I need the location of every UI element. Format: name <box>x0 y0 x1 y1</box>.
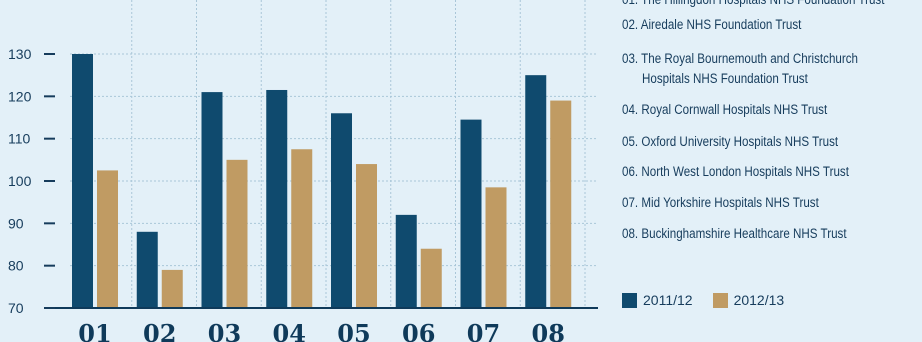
x-tick-label: 02 <box>143 319 176 342</box>
legend-swatch-2011 <box>622 292 637 308</box>
y-tick-label: 90 <box>8 215 24 231</box>
trust-item-03-cont: Hospitals NHS Foundation Trust <box>642 71 808 86</box>
legend-label-2011: 2011/12 <box>643 292 693 308</box>
y-tick-label: 120 <box>8 88 32 104</box>
x-tick-label: 06 <box>402 319 435 342</box>
y-tick-label: 80 <box>8 258 24 274</box>
y-tick-label: 100 <box>8 173 32 189</box>
trust-item-03: 03. The Royal Bournemouth and Christchur… <box>622 51 858 66</box>
x-tick-label: 03 <box>208 319 241 342</box>
bar-chart: 70 80 90 100 110 120 130 01 02 03 04 05 06 07 08 <box>8 0 598 342</box>
trust-item-06: 06. North West London Hospitals NHS Trus… <box>622 164 849 179</box>
legend-item-2012: 2012/13 <box>712 292 785 308</box>
bar-2012-13-03 <box>226 159 248 308</box>
y-tick-label: 110 <box>8 131 31 147</box>
bar-2011-12-03 <box>201 92 223 308</box>
bar-2012-13-08 <box>550 100 572 308</box>
legend-label-2012: 2012/13 <box>733 292 785 308</box>
bar-2011-12-08 <box>525 75 547 309</box>
legend: 2011/12 2012/13 <box>622 292 804 308</box>
y-tick-label: 130 <box>8 46 32 62</box>
x-tick-label: 01 <box>78 319 111 342</box>
bar-2011-12-01 <box>72 54 93 308</box>
bar-2011-12-05 <box>331 113 352 309</box>
trust-item-02: 02. Airedale NHS Foundation Trust <box>622 17 802 32</box>
bar-2012-13-05 <box>356 164 377 308</box>
bar-2011-12-07 <box>460 119 482 308</box>
bar-2012-13-06 <box>420 248 442 308</box>
trust-item-01: 01. The Hillingdon Hospitals NHS Foundat… <box>622 0 884 12</box>
x-tick-label: 08 <box>532 319 565 342</box>
x-tick-label: 05 <box>337 319 370 342</box>
legend-swatch-2012 <box>712 292 728 308</box>
bar-2012-13-01 <box>97 170 118 308</box>
trust-item-08: 08. Buckinghamshire Healthcare NHS Trust <box>622 226 847 241</box>
x-tick-label: 04 <box>273 319 306 342</box>
bar-2012-13-04 <box>291 149 313 308</box>
legend-item-2011: 2011/12 <box>622 292 693 308</box>
bar-2011-12-04 <box>266 89 288 308</box>
legend-panel: 01. The Hillingdon Hospitals NHS Foundat… <box>604 0 922 342</box>
x-tick-label: 07 <box>467 319 500 342</box>
bar-2011-12-02 <box>136 231 158 308</box>
y-tick-label: 70 <box>8 300 24 316</box>
trust-item-07: 07. Mid Yorkshire Hospitals NHS Trust <box>622 195 819 210</box>
bar-2012-13-07 <box>485 187 507 308</box>
trust-item-05: 05. Oxford University Hospitals NHS Trus… <box>622 134 839 149</box>
bar-2012-13-02 <box>161 269 183 308</box>
trust-item-04: 04. Royal Cornwall Hospitals NHS Trust <box>622 102 828 117</box>
bar-2011-12-06 <box>395 214 417 308</box>
